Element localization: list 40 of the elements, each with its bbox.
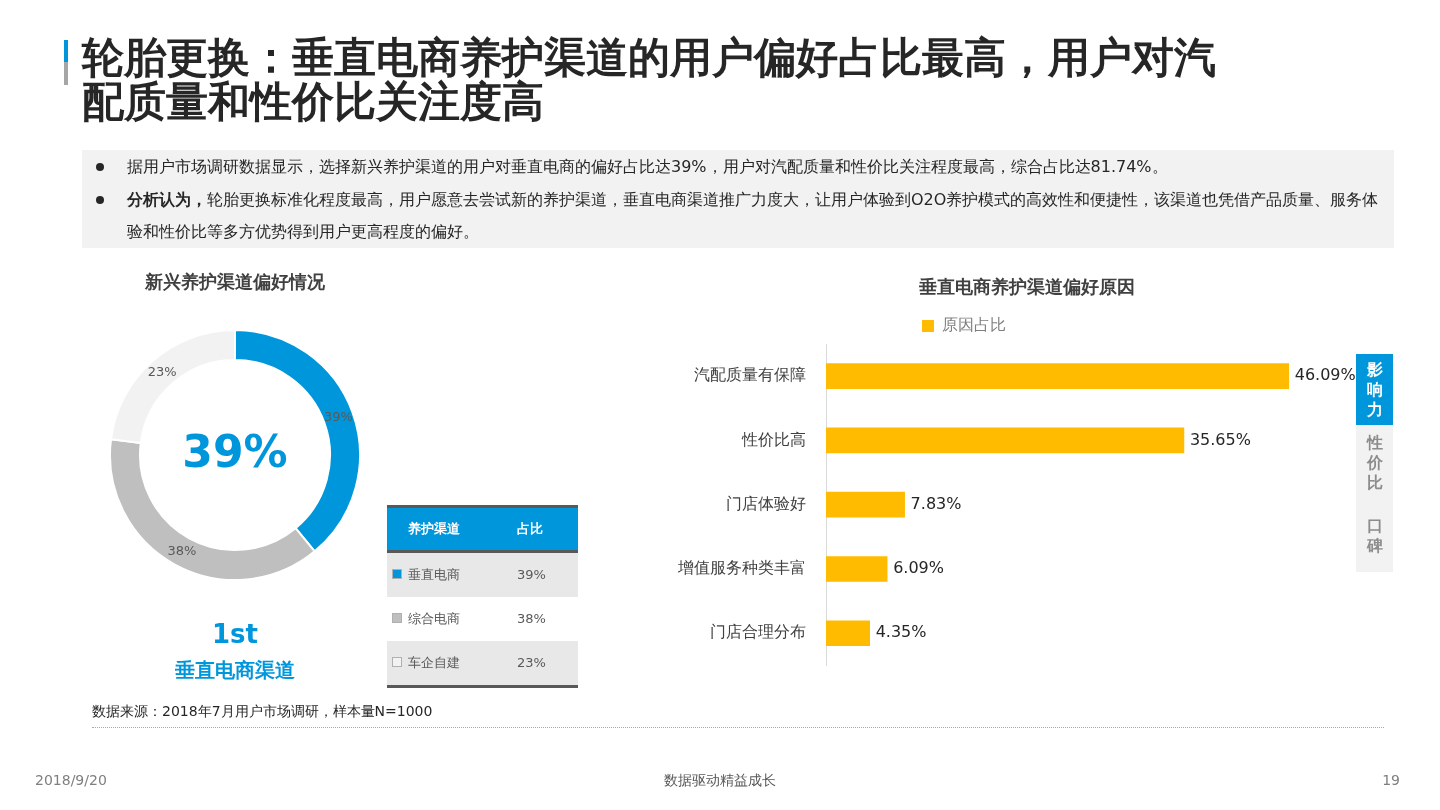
side-tab: 性价比 xyxy=(1356,425,1393,500)
data-label: 46.09% xyxy=(1294,365,1356,385)
bar xyxy=(826,363,1290,389)
y-tick-label: 汽配质量有保障 xyxy=(694,365,806,385)
data-label: 35.65% xyxy=(1189,429,1251,449)
text: 39% xyxy=(182,426,288,477)
y-tick-label: 增值服务种类丰富 xyxy=(677,558,806,578)
bar xyxy=(826,491,905,518)
legend-label: 综合电商 xyxy=(408,611,460,626)
legend-label: 原因占比 xyxy=(942,315,1006,335)
legend-label: 垂直电商 xyxy=(408,567,460,582)
data-label: 7.83% xyxy=(910,493,962,513)
text: 19 xyxy=(1382,772,1400,788)
text: 数据驱动精益成长 xyxy=(664,772,776,788)
text: 轮胎更换：垂直电商养护渠道的用户偏好占比最高，用户对汽配质量和性价比关注度高 xyxy=(82,33,1216,126)
chart-title: 垂直电商养护渠道偏好原因 xyxy=(919,276,1135,297)
data-label: 4.35% xyxy=(875,622,927,642)
data-label: 23% xyxy=(147,363,177,379)
source-note: 数据来源：2018年7月用户市场调研，样本量N=1000 xyxy=(92,703,433,719)
side-tab: 口碑 xyxy=(1356,500,1393,572)
y-tick-label: 性价比高 xyxy=(741,429,806,449)
side-tab: 影响力 xyxy=(1356,354,1393,425)
table-header-row: 养护渠道 占比 xyxy=(387,508,578,553)
chart-title: 新兴养护渠道偏好情况 xyxy=(145,271,325,292)
bar xyxy=(826,427,1185,454)
bar xyxy=(826,620,870,647)
text: 垂直电商渠道 xyxy=(175,658,295,682)
text: 2018/9/20 xyxy=(35,772,107,788)
legend-label: 车企自建 xyxy=(408,655,460,670)
bar xyxy=(826,556,888,582)
y-tick-label: 门店体验好 xyxy=(726,493,806,513)
data-label: 6.09% xyxy=(893,558,944,578)
text: 1st xyxy=(212,619,258,649)
y-tick-label: 门店合理分布 xyxy=(710,622,806,642)
data-label: 39% xyxy=(324,409,353,425)
table-row: 车企自建 23% xyxy=(387,641,578,685)
text: 分析认为， xyxy=(127,190,207,209)
data-label: 38% xyxy=(167,542,197,558)
text: 据用户市场调研数据显示，选择新兴养护渠道的用户对垂直电商的偏好占比达39%，用户对汽配质量和性价比关注程度最高，综合占比达81.74%。 xyxy=(127,157,1168,176)
table-row: 垂直电商 39% xyxy=(387,553,578,597)
